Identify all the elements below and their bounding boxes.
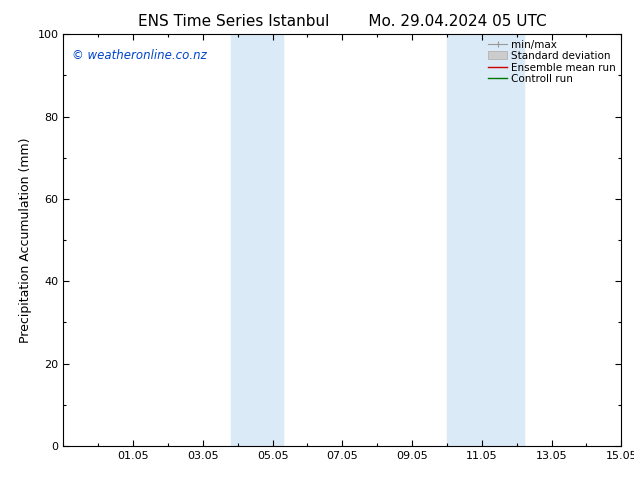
Title: ENS Time Series Istanbul        Mo. 29.04.2024 05 UTC: ENS Time Series Istanbul Mo. 29.04.2024 … xyxy=(138,14,547,29)
Legend: min/max, Standard deviation, Ensemble mean run, Controll run: min/max, Standard deviation, Ensemble me… xyxy=(486,37,618,86)
Bar xyxy=(231,34,283,446)
Bar xyxy=(447,34,524,446)
Y-axis label: Precipitation Accumulation (mm): Precipitation Accumulation (mm) xyxy=(19,137,32,343)
Text: © weatheronline.co.nz: © weatheronline.co.nz xyxy=(72,49,207,62)
